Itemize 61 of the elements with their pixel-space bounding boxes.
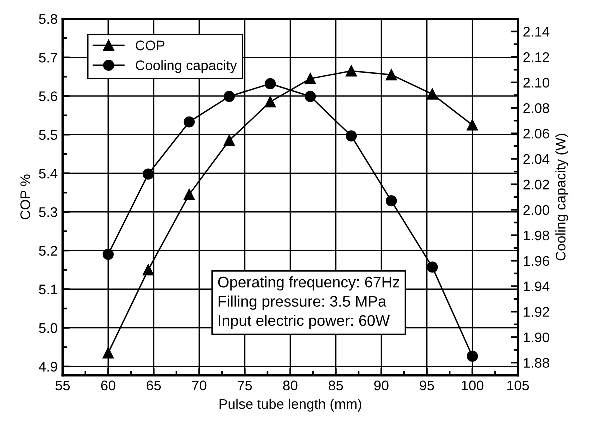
x-tick-label: 90 — [374, 380, 389, 391]
point — [346, 66, 358, 77]
y2-tick-label: 2.08 — [524, 103, 550, 114]
y2-tick-label: 1.90 — [524, 332, 550, 343]
y2-tick-label: 2.14 — [524, 27, 550, 37]
y-tick-label: 5.6 — [39, 92, 58, 102]
point — [304, 73, 316, 84]
y2-axis-title: Cooling capacity (W) — [556, 134, 569, 261]
y2-tick-label: 2.02 — [524, 180, 550, 190]
x-tick-label: 60 — [101, 380, 116, 391]
point — [386, 196, 398, 207]
y2-tick-label: 1.96 — [524, 256, 550, 266]
y-axis-title: COP % — [20, 174, 30, 220]
x-tick-label: 95 — [420, 380, 434, 391]
point — [184, 116, 196, 128]
x-axis-title: Pulse tube length (mm) — [220, 398, 362, 412]
y-tick-label: 5.5 — [39, 130, 58, 140]
point — [426, 262, 438, 273]
y-tick-label: 5.0 — [39, 323, 58, 334]
x-tick-label: 105 — [508, 380, 530, 391]
y2-tick-label: 1.88 — [524, 358, 550, 368]
point — [304, 91, 316, 102]
x-tick-label: 70 — [192, 380, 207, 391]
y2-tick-label: 1.94 — [524, 282, 550, 292]
x-tick-label: 100 — [462, 380, 484, 391]
y2-tick-label: 2.10 — [524, 78, 550, 88]
legend-label: Cooling capacity — [136, 60, 238, 74]
x-tick-label: 80 — [283, 380, 298, 391]
y-tick-label: 5.8 — [39, 14, 58, 24]
point — [467, 350, 478, 362]
point — [224, 91, 236, 102]
y2-tick-label: 2.06 — [524, 128, 550, 139]
x-tick-label: 75 — [238, 380, 252, 391]
legend-label: COP — [136, 40, 165, 51]
annotation: Operating frequency: 67Hz Filling pressure: 3.5 MPa Input electric power: 60W — [218, 276, 400, 330]
point — [467, 120, 478, 131]
y2-tick-label: 2.12 — [524, 52, 550, 62]
point — [102, 348, 114, 359]
point — [184, 189, 196, 200]
y-tick-label: 5.7 — [39, 53, 58, 63]
y2-tick-label: 1.92 — [524, 307, 550, 318]
y-tick-label: 4.9 — [39, 362, 58, 372]
y-tick-label: 5.3 — [39, 207, 58, 218]
x-tick-label: 55 — [56, 380, 70, 391]
point — [142, 168, 154, 180]
point — [264, 96, 276, 108]
point — [386, 69, 398, 81]
point — [426, 88, 438, 100]
y-tick-label: 5.1 — [39, 284, 58, 295]
point — [142, 264, 154, 276]
x-tick-label: 85 — [328, 380, 344, 391]
point — [264, 78, 276, 90]
y-tick-label: 5.2 — [39, 246, 58, 256]
y2-tick-label: 1.98 — [524, 230, 550, 241]
y-tick-label: 5.4 — [39, 169, 58, 179]
y2-tick-label: 2.00 — [524, 205, 550, 216]
y2-tick-label: 2.04 — [524, 154, 550, 164]
point — [102, 249, 114, 260]
point — [224, 135, 236, 146]
x-tick-label: 65 — [146, 380, 162, 391]
point — [346, 130, 358, 142]
